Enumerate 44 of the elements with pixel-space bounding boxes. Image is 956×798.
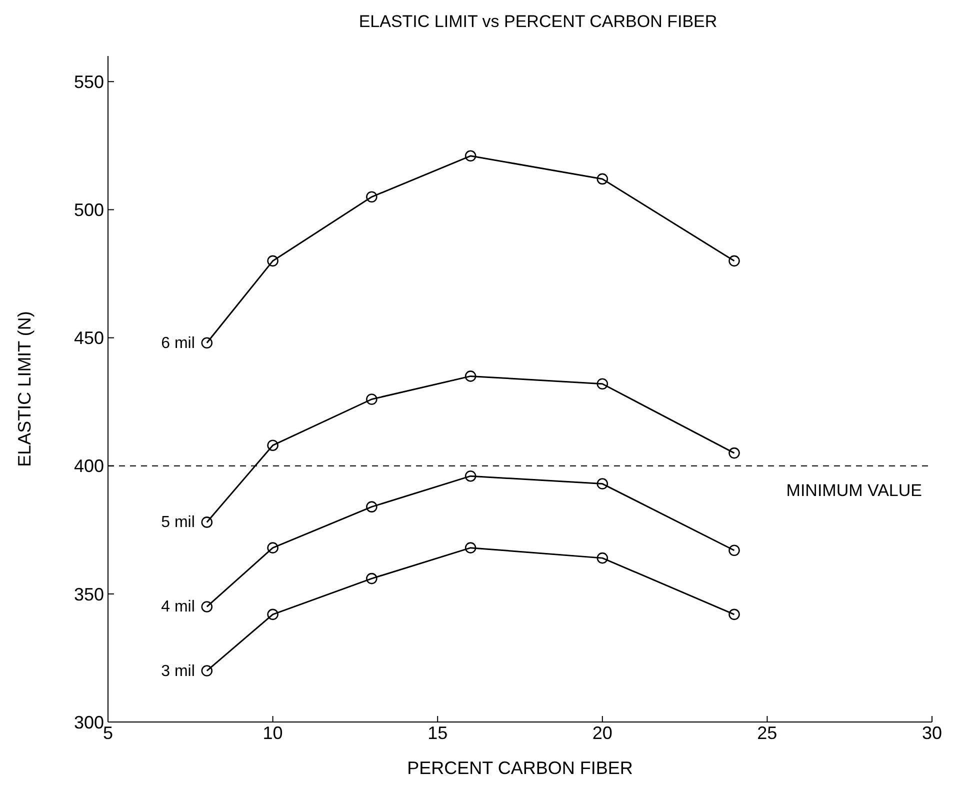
y-tick-label: 350 [74,584,104,604]
point [596,173,608,185]
y-tick-label: 450 [74,328,104,348]
x-tick-label: 5 [102,722,114,743]
series-label: 4 mil [161,598,195,616]
point [201,665,213,676]
point [267,542,278,554]
series-label: 5 mil [161,514,195,532]
x-tick-label: 30 [922,722,942,743]
point [366,394,378,405]
x-tick-label: 20 [592,722,612,743]
point [728,255,740,267]
x-tick-label: 10 [262,722,283,743]
point [366,572,378,584]
point [596,478,608,490]
point [201,516,213,528]
point [728,544,740,556]
y-tick-label: 400 [74,456,104,476]
point [366,191,378,203]
point [464,370,476,382]
chart-title: ELASTIC LIMIT vs PERCENT CARBON FIBER [358,11,718,33]
point [267,440,278,452]
x-axis-title: PERCENT CARBON FIBER [407,758,633,778]
point [728,447,740,459]
point [267,255,278,267]
point [728,608,740,620]
point [201,337,213,349]
point [201,601,213,612]
point [596,552,608,564]
y-tick-label: 300 [74,712,104,732]
series-label: 6 mil [161,334,195,352]
ref-line-label: MINIMUM VALUE [786,480,922,500]
y-tick-label: 500 [74,200,104,220]
x-tick-label: 15 [428,722,448,743]
point [267,608,278,620]
x-tick-label: 25 [757,722,778,743]
point [464,542,476,554]
series-label: 3 mil [161,662,195,680]
point [464,150,476,162]
point [596,378,608,390]
y-axis-title: ELASTIC LIMIT (N) [14,311,34,467]
y-tick-label: 550 [74,72,104,92]
point [366,501,378,512]
point [464,470,476,482]
